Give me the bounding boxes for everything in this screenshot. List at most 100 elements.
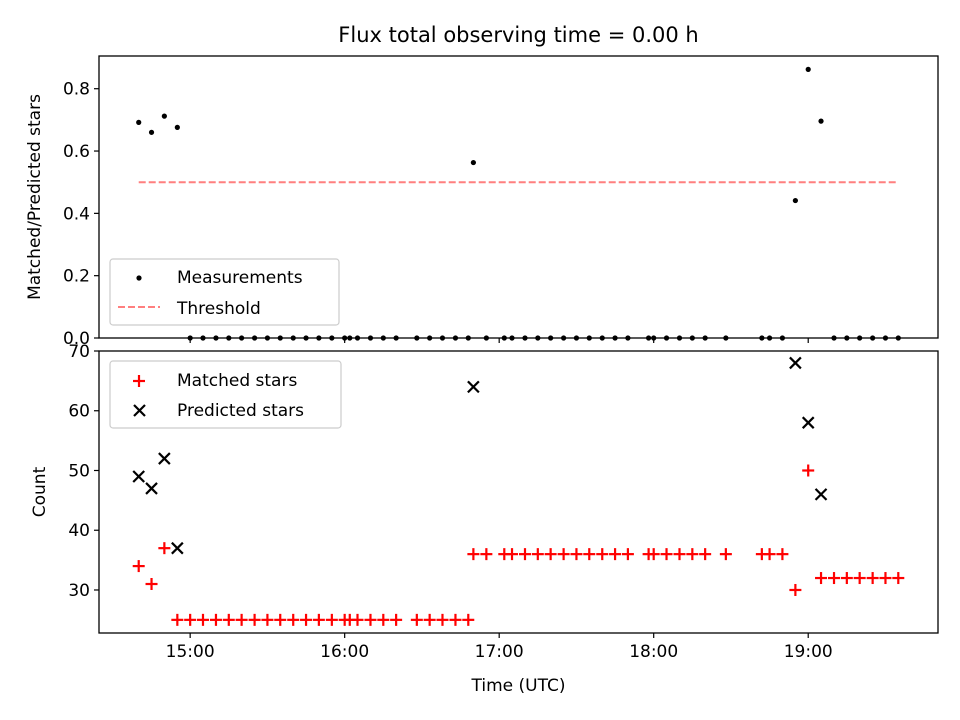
measurement-point bbox=[174, 124, 180, 130]
matched-star-point bbox=[570, 548, 583, 561]
bottom-panel-y-ticks: 30 40 50 60 70 bbox=[68, 342, 99, 601]
matched-star-point bbox=[879, 572, 892, 585]
measurement-point bbox=[161, 113, 167, 119]
measurement-point bbox=[805, 66, 811, 72]
matched-star-point bbox=[462, 613, 475, 626]
y-tick-label: 0.0 bbox=[63, 329, 90, 349]
matched-star-point bbox=[364, 613, 377, 626]
matched-star-point bbox=[660, 548, 673, 561]
x-tick-label: 18:00 bbox=[629, 642, 678, 662]
matched-star-point bbox=[518, 548, 531, 561]
legend-label-predicted-stars: Predicted stars bbox=[177, 401, 304, 421]
measurement-point bbox=[148, 129, 155, 135]
matched-star-point bbox=[312, 613, 325, 626]
predicted-star-point bbox=[789, 356, 802, 370]
matched-star-point bbox=[621, 548, 634, 561]
y-tick-label: 0.2 bbox=[63, 267, 90, 287]
matched-star-point bbox=[789, 583, 802, 596]
top-panel-y-axis-label: Matched/Predicted stars bbox=[25, 94, 45, 300]
matched-star-point bbox=[248, 613, 261, 626]
matched-star-point bbox=[377, 613, 390, 626]
matched-star-point bbox=[866, 572, 879, 585]
bottom-panel-marks bbox=[132, 356, 905, 626]
legend-box bbox=[109, 258, 340, 326]
legend-marker-predicted-stars bbox=[133, 404, 146, 417]
matched-star-point bbox=[300, 613, 313, 626]
matched-star-point bbox=[776, 548, 789, 561]
legend-marker-measurements bbox=[136, 275, 142, 281]
matched-star-point bbox=[544, 548, 557, 561]
matched-star-point bbox=[802, 464, 815, 477]
matched-star-point bbox=[158, 542, 171, 555]
top-panel-x-ticks bbox=[189, 338, 809, 343]
x-axis-label: Time (UTC) bbox=[471, 676, 566, 696]
matched-star-point bbox=[673, 548, 686, 561]
matched-star-point bbox=[840, 572, 853, 585]
matched-star-point bbox=[235, 613, 248, 626]
matched-star-point bbox=[449, 613, 462, 626]
matched-star-point bbox=[506, 548, 519, 561]
matched-star-point bbox=[196, 613, 209, 626]
matched-star-point bbox=[815, 572, 828, 585]
y-tick-label: 30 bbox=[68, 581, 90, 601]
matched-star-point bbox=[325, 613, 338, 626]
matched-star-point bbox=[222, 613, 235, 626]
matched-star-point bbox=[423, 613, 436, 626]
matched-star-point bbox=[609, 548, 622, 561]
bottom-panel-y-axis-label: Count bbox=[30, 466, 50, 517]
bottom-panel-x-ticks: 15:00 16:00 17:00 18:00 19:00 bbox=[166, 633, 833, 662]
matched-star-point bbox=[410, 613, 423, 626]
top-panel: 0.00.20.40.60.8 Matched/Predicted stars … bbox=[25, 55, 939, 349]
legend-label-threshold: Threshold bbox=[176, 299, 261, 319]
legend-label-measurements: Measurements bbox=[177, 268, 303, 288]
x-tick-label: 19:00 bbox=[784, 642, 833, 662]
matched-star-point bbox=[467, 548, 480, 561]
matched-star-point bbox=[287, 613, 300, 626]
matched-star-point bbox=[828, 572, 841, 585]
y-tick-label: 0.8 bbox=[63, 80, 90, 100]
matched-star-point bbox=[686, 548, 699, 561]
matched-star-point bbox=[647, 548, 660, 561]
bottom-panel-legend: Matched stars Predicted stars bbox=[109, 360, 342, 429]
matched-star-point bbox=[274, 613, 287, 626]
predicted-star-point bbox=[814, 488, 828, 501]
y-tick-label: 0.6 bbox=[63, 142, 90, 162]
predicted-star-point bbox=[158, 452, 171, 465]
matched-star-point bbox=[583, 548, 596, 561]
matched-star-point bbox=[436, 613, 449, 626]
matched-star-point bbox=[261, 613, 274, 626]
predicted-star-point bbox=[145, 482, 158, 495]
legend-box bbox=[109, 360, 342, 429]
legend-label-matched-stars: Matched stars bbox=[177, 371, 297, 391]
matched-star-point bbox=[596, 548, 609, 561]
measurement-point bbox=[818, 118, 824, 124]
matched-star-point bbox=[171, 613, 184, 626]
matched-star-point bbox=[209, 613, 222, 626]
matched-star-point bbox=[480, 548, 493, 561]
chart-title: Flux total observing time = 0.00 h bbox=[338, 23, 698, 47]
matched-star-point bbox=[351, 613, 364, 626]
y-tick-label: 70 bbox=[68, 342, 90, 362]
matched-star-point bbox=[719, 548, 732, 561]
measurement-point bbox=[792, 197, 798, 204]
predicted-star-point bbox=[171, 541, 184, 555]
matched-star-point bbox=[557, 548, 570, 561]
matched-star-point bbox=[853, 572, 866, 585]
x-tick-label: 16:00 bbox=[320, 642, 369, 662]
top-panel-legend: Measurements Threshold bbox=[109, 258, 340, 326]
y-tick-label: 60 bbox=[68, 402, 90, 422]
bottom-panel: 30 40 50 60 70 15:00 16:00 17:00 18:00 19:00 Cou… bbox=[30, 342, 939, 662]
y-tick-label: 0.4 bbox=[63, 204, 90, 224]
matched-star-point bbox=[763, 548, 776, 561]
matched-star-point bbox=[145, 578, 158, 591]
predicted-star-point bbox=[467, 380, 480, 394]
matched-star-point bbox=[390, 613, 403, 626]
measurement-point bbox=[136, 119, 142, 125]
bottom-panel-frame bbox=[98, 350, 939, 634]
top-panel-frame bbox=[98, 55, 939, 339]
matched-star-point bbox=[132, 560, 145, 573]
y-tick-label: 40 bbox=[68, 521, 90, 541]
legend-marker-matched-stars bbox=[133, 375, 145, 387]
